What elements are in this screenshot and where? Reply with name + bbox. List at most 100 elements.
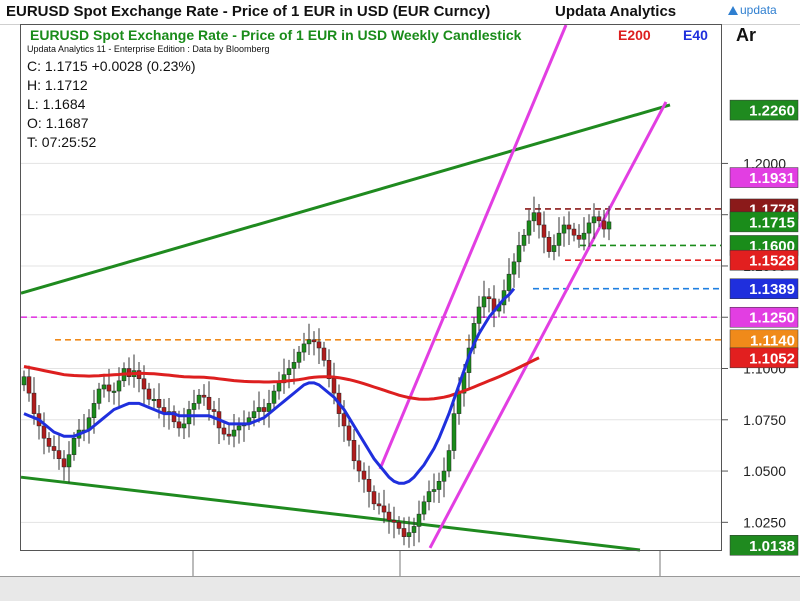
- candle-body: [306, 339, 312, 345]
- candle-body: [201, 394, 207, 398]
- candle-body: [311, 339, 317, 343]
- candle-body: [411, 526, 417, 533]
- y-tick-label: 1.0250: [743, 514, 786, 530]
- legend-e200[interactable]: E200: [618, 27, 651, 43]
- candle-body: [526, 220, 532, 236]
- candle-body: [346, 425, 352, 441]
- candle-body: [531, 212, 537, 222]
- price-label-box: [729, 306, 799, 328]
- candle-body: [381, 505, 387, 513]
- candle-body: [371, 491, 377, 505]
- candle-body: [506, 273, 512, 291]
- candle-body: [476, 306, 482, 324]
- price-label: 1.1389: [749, 281, 795, 298]
- candle-body: [141, 378, 147, 390]
- candle-body: [376, 503, 382, 507]
- price-label: 1.0138: [749, 538, 795, 555]
- candle-body: [26, 376, 32, 394]
- legend-e40[interactable]: E40: [683, 27, 708, 43]
- brand-name: Updata Analytics: [555, 3, 677, 20]
- price-label-box: [729, 211, 799, 233]
- price-label: 1.1715: [749, 214, 795, 231]
- price-label: 1.2260: [749, 103, 795, 120]
- candle-body: [601, 220, 607, 230]
- candle-body: [111, 390, 117, 393]
- readout-high: H: 1.1712: [27, 77, 88, 93]
- price-label-box: [729, 99, 799, 121]
- candle-body: [586, 222, 592, 234]
- candle-body: [486, 296, 492, 300]
- candle-body: [21, 376, 27, 386]
- candle-body: [451, 413, 457, 451]
- candle-body: [176, 421, 182, 429]
- candle-body: [91, 403, 97, 418]
- candle-body: [356, 460, 362, 472]
- candle-body: [66, 454, 72, 468]
- candle-body: [431, 489, 437, 492]
- y-tick-label: 1.0750: [743, 412, 786, 428]
- price-label-box: [729, 249, 799, 271]
- candle-body: [321, 347, 327, 361]
- candle-body: [386, 511, 392, 521]
- y-tick-label: 1.0500: [743, 463, 786, 479]
- axis-title: Ar: [736, 25, 757, 45]
- candle-body: [31, 392, 37, 414]
- candle-body: [46, 437, 52, 447]
- candle-body: [441, 470, 447, 482]
- candle-body: [401, 528, 407, 537]
- candle-body: [56, 450, 62, 459]
- readout-close: C: 1.1715 +0.0028 (0.23%): [27, 58, 196, 74]
- upper-trendline: [20, 103, 671, 295]
- price-label-box: [729, 278, 799, 299]
- candle-body: [271, 390, 277, 404]
- price-label: 1.1140: [750, 332, 795, 349]
- candle-body: [71, 437, 77, 455]
- candle-body: [481, 296, 487, 308]
- candle-body: [316, 341, 322, 349]
- e200-line: [23, 356, 540, 401]
- price-label: 1.1931: [749, 170, 795, 187]
- candle-body: [521, 234, 527, 246]
- candle-body: [516, 245, 522, 263]
- candle-body: [41, 425, 47, 439]
- candle-body: [51, 446, 57, 451]
- candle-body: [366, 478, 372, 492]
- candle-body: [436, 481, 442, 490]
- panel-title: EURUSD Spot Exchange Rate - Price of 1 E…: [30, 27, 522, 43]
- price-label: 1.1250: [749, 310, 795, 327]
- title-bar: EURUSD Spot Exchange Rate - Price of 1 E…: [0, 0, 800, 25]
- candle-body: [256, 407, 262, 412]
- candle-body: [301, 343, 307, 353]
- candle-body: [206, 396, 212, 410]
- plot-area[interactable]: [20, 24, 722, 551]
- candle-body: [331, 378, 337, 394]
- candle-body: [261, 407, 267, 412]
- candle-body: [591, 216, 597, 224]
- price-label-box: [729, 535, 799, 556]
- logo-text: updata: [740, 3, 777, 17]
- price-label-box: [729, 347, 799, 369]
- candle-body: [341, 413, 347, 427]
- candle-body: [106, 384, 112, 392]
- updata-logo: updata: [727, 2, 797, 22]
- readout-low: L: 1.1684: [27, 96, 86, 112]
- candle-body: [101, 384, 107, 390]
- x-axis-bar[interactable]: [0, 576, 800, 601]
- candle-body: [236, 425, 242, 431]
- logo-triangle-icon: [728, 6, 738, 15]
- candle-body: [606, 221, 612, 230]
- candle-body: [211, 409, 217, 412]
- candle-body: [426, 491, 432, 503]
- channel-lower-line: [428, 101, 668, 549]
- data-source-subtitle: Updata Analytics 11 - Enterprise Edition…: [27, 44, 270, 54]
- candle-body: [551, 245, 557, 252]
- readout-time: T: 07:25:52: [27, 134, 97, 150]
- candle-body: [471, 323, 477, 349]
- candle-body: [361, 470, 367, 480]
- candle-body: [156, 399, 162, 408]
- readout-open: O: 1.1687: [27, 115, 89, 131]
- lower-trendline: [20, 475, 641, 552]
- price-label: 1.1528: [749, 253, 795, 270]
- candle-body: [196, 394, 202, 404]
